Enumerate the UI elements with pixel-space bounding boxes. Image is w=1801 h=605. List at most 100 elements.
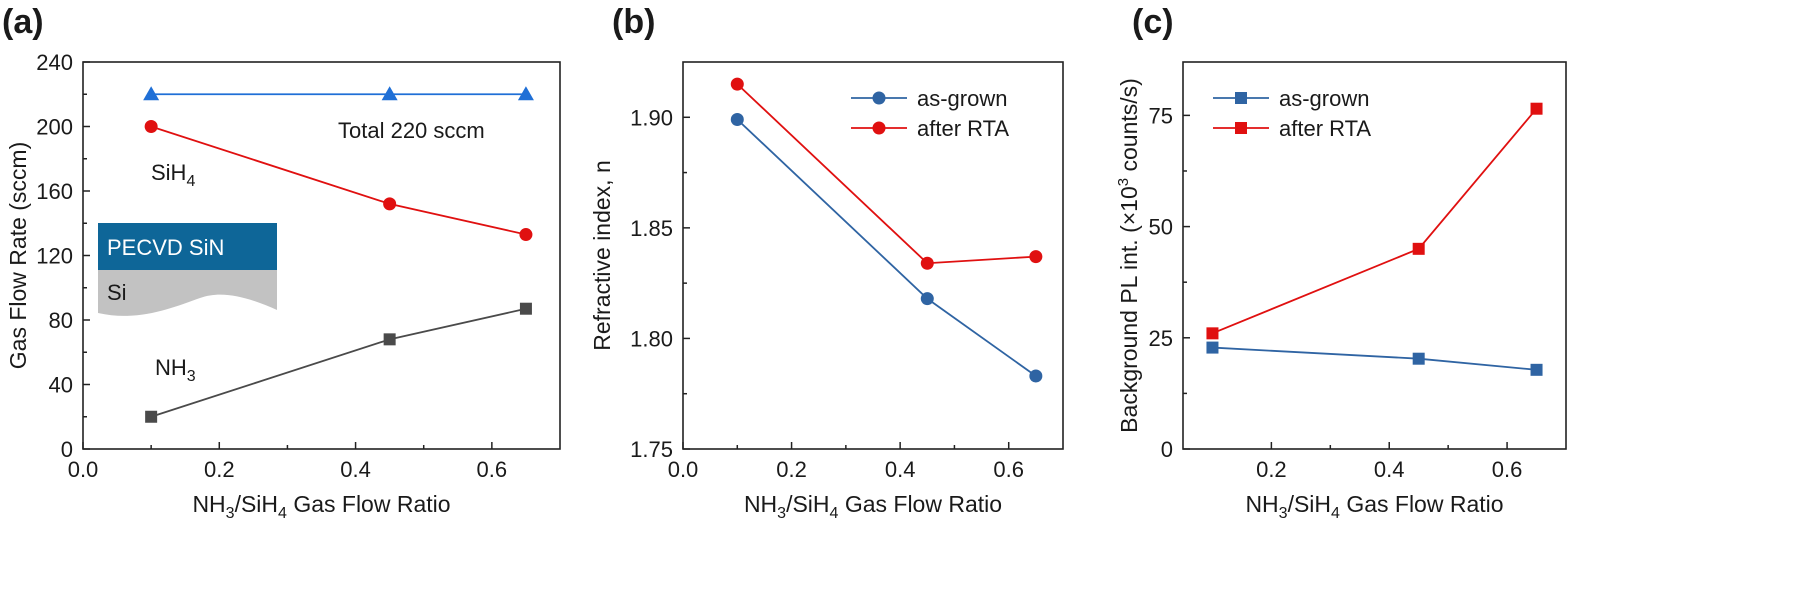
panel-a: (a)0.0 0.2 0.4 0.604080120160200240NH3/SiH4… [2, 3, 561, 522]
y-axis-title-part: counts/s) [1116, 78, 1142, 178]
inset-si-layer [98, 270, 277, 316]
legend-marker [872, 91, 886, 105]
series-line-as-grown [736, 118, 1037, 377]
data-point [730, 112, 744, 126]
data-point [519, 302, 532, 315]
y-tick-label: 0 [61, 437, 73, 462]
y-axis-title: Refractive index, n [589, 160, 615, 350]
x-axis-title-sub: 3 [226, 505, 235, 522]
inset-sin-layer [98, 223, 277, 270]
data-point [1029, 369, 1043, 383]
x-tick-label: 0.2 [1256, 457, 1287, 482]
data-point [1412, 352, 1425, 365]
y-tick-label: 0 [1161, 437, 1173, 462]
x-axis-title: NH3/SiH4 Gas Flow Ratio [744, 491, 1002, 522]
x-tick-label: 0.6 [1492, 457, 1523, 482]
data-point [383, 333, 396, 346]
x-tick-label: 0.0 [668, 457, 699, 482]
y-tick-label: 75 [1149, 103, 1173, 128]
y-tick-label: 120 [36, 244, 73, 269]
y-tick-label: 200 [36, 115, 73, 140]
y-axis-title-sup: 3 [1115, 178, 1132, 186]
data-point [519, 228, 533, 242]
legend-label: after RTA [1279, 116, 1371, 141]
x-tick-label: 0.4 [1374, 457, 1405, 482]
y-axis-title-part: Background PL int. (×10 [1116, 186, 1142, 433]
x-axis-title-part: /SiH [235, 491, 278, 517]
data-point [1206, 341, 1219, 354]
y-axis-title: Gas Flow Rate (sccm) [5, 142, 31, 369]
x-axis-title-part: Gas Flow Ratio [838, 491, 1002, 517]
annotation-sub: 4 [186, 173, 195, 190]
data-point [1206, 327, 1219, 340]
panel-label: (a) [2, 3, 44, 41]
data-point [1530, 363, 1543, 376]
data-point [517, 86, 534, 101]
data-point [730, 77, 744, 91]
legend-item: after RTA [851, 116, 1009, 141]
x-tick-label: 0.6 [993, 457, 1024, 482]
data-point [920, 292, 934, 306]
data-point [1412, 242, 1425, 255]
y-tick-label: 1.80 [630, 326, 673, 351]
series-line-nh3 [150, 307, 527, 418]
legend-item: after RTA [1213, 116, 1371, 141]
x-axis-title-sub: 4 [1331, 505, 1340, 522]
y-tick-label: 240 [36, 50, 73, 75]
x-tick-label: 0.0 [68, 457, 99, 482]
data-point [383, 197, 397, 211]
data-point [144, 120, 158, 133]
data-point [1530, 102, 1543, 115]
panel-label: (c) [1132, 3, 1174, 41]
plot-frame [1182, 61, 1567, 450]
y-tick-label: 1.90 [630, 105, 673, 130]
y-tick-label: 160 [36, 179, 73, 204]
x-tick-label: 0.6 [477, 457, 508, 482]
y-tick-label: 40 [49, 373, 73, 398]
x-axis-title-part: NH [192, 491, 225, 517]
x-axis-title-part: Gas Flow Ratio [287, 491, 451, 517]
legend-label: as-grown [1279, 86, 1369, 111]
annotation-sub: 3 [187, 368, 196, 385]
x-axis-title-sub: 3 [777, 505, 786, 522]
x-axis-title-part: NH [744, 491, 777, 517]
legend-label: after RTA [917, 116, 1009, 141]
legend-marker [1235, 92, 1247, 104]
x-axis-title-sub: 4 [830, 505, 839, 522]
annotation-sih4: SiH4 [151, 160, 195, 190]
series-line-after-rta [1212, 108, 1538, 335]
x-axis-title-part: Gas Flow Ratio [1340, 491, 1504, 517]
annotation-part: NH [155, 355, 187, 380]
x-tick-label: 0.2 [776, 457, 807, 482]
x-axis-title-part: /SiH [1288, 491, 1331, 517]
y-tick-label: 80 [49, 308, 73, 333]
y-tick-label: 1.75 [630, 437, 673, 462]
data-point [920, 256, 934, 270]
legend-marker [1235, 122, 1247, 134]
inset-diagram: PECVD SiN Si [98, 223, 277, 316]
x-axis-title: NH3/SiH4 Gas Flow Ratio [1245, 491, 1503, 522]
legend-item: as-grown [1213, 86, 1369, 111]
panel-b: (b) 0.0 0.2 0.4 0.6 1.75 1.80 1.85 1.90 NH3/SiH4 … [589, 3, 1064, 522]
x-axis-title: NH3/SiH4 Gas Flow Ratio [192, 491, 450, 522]
legend-item: as-grown [851, 86, 1007, 111]
x-axis-title-sub: 4 [278, 505, 287, 522]
x-axis-title-part: /SiH [786, 491, 829, 517]
inset-si-label: Si [107, 280, 127, 305]
data-point [381, 86, 398, 101]
y-tick-label: 1.85 [630, 216, 673, 241]
series-line-as-grown [1212, 346, 1537, 371]
x-tick-label: 0.2 [204, 457, 235, 482]
legend-marker [872, 121, 886, 135]
y-axis-title: Background PL int. (×103 counts/s) [1115, 78, 1142, 433]
x-tick-label: 0.4 [340, 457, 371, 482]
x-axis-title-part: NH [1245, 491, 1278, 517]
annotation-total: Total 220 sccm [338, 118, 485, 143]
plot-frame [82, 61, 561, 450]
legend-label: as-grown [917, 86, 1007, 111]
data-point [1029, 250, 1043, 264]
data-point [145, 410, 158, 423]
inset-sin-label: PECVD SiN [107, 235, 224, 260]
